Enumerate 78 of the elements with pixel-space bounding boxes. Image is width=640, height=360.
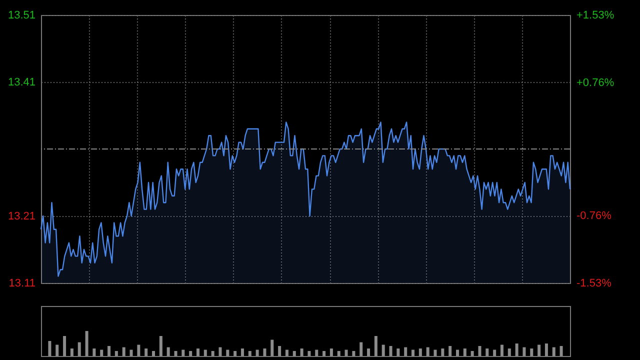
bar (367, 348, 370, 356)
bar (256, 350, 259, 356)
bar (456, 350, 459, 356)
bar (344, 350, 348, 356)
bar (396, 348, 400, 356)
bar (114, 351, 118, 356)
bar (374, 336, 378, 356)
bar (538, 344, 541, 356)
bar (500, 344, 504, 356)
bar (196, 348, 200, 356)
bar (337, 351, 340, 356)
y2-tick-label: +1.53% (576, 10, 614, 22)
bar (322, 351, 326, 356)
bar (63, 336, 66, 356)
bar (218, 347, 222, 356)
bar (122, 347, 126, 356)
bar (152, 351, 156, 356)
bar (182, 350, 185, 356)
bar (434, 350, 437, 356)
bar (560, 346, 563, 356)
bar (470, 351, 474, 356)
bar (330, 348, 333, 356)
y2-tick-label: +0.76% (576, 76, 614, 89)
bar (404, 347, 408, 356)
bar (308, 351, 311, 356)
bar (174, 351, 178, 356)
bar (522, 347, 526, 356)
bar (360, 342, 363, 356)
bar (352, 351, 356, 356)
bar (515, 344, 518, 356)
bar (56, 344, 59, 356)
bar (486, 348, 489, 356)
bar (389, 346, 392, 356)
bar (85, 331, 88, 356)
bar (240, 348, 244, 356)
bar (441, 348, 444, 356)
bar (130, 350, 133, 356)
bar (108, 346, 111, 356)
bar (285, 350, 288, 356)
bar (270, 340, 274, 356)
bar (248, 351, 252, 356)
bar (315, 350, 318, 356)
bar (159, 336, 162, 356)
bar (100, 350, 104, 356)
bar (204, 350, 207, 356)
bar (78, 342, 81, 356)
bar (448, 346, 452, 356)
bar (292, 351, 296, 356)
bar (226, 350, 230, 356)
bar (552, 347, 556, 356)
bar (382, 344, 385, 356)
bar (530, 348, 534, 356)
bar (412, 350, 415, 356)
bar (278, 346, 282, 356)
y-tick-label: 13.21 (8, 210, 36, 222)
y-tick-label: 13.11 (8, 278, 36, 290)
bar (48, 341, 52, 356)
bar (300, 348, 304, 356)
y2-tick-label: -1.53% (576, 278, 612, 290)
bar (263, 348, 266, 356)
y2-tick-label: -0.76% (576, 210, 612, 222)
bar (70, 348, 74, 356)
bar (137, 344, 140, 356)
y-tick-label: 13.51 (8, 10, 36, 22)
bar (166, 347, 170, 356)
bar (544, 344, 548, 356)
bar (426, 347, 430, 356)
bar (478, 346, 482, 356)
bar (463, 348, 466, 356)
bar (211, 351, 214, 356)
bar (418, 348, 422, 356)
bar (234, 351, 237, 356)
bar (189, 351, 192, 356)
bar (144, 348, 148, 356)
y-tick-label: 13.41 (8, 76, 36, 88)
bar (92, 348, 96, 356)
bar (508, 348, 511, 356)
bar (493, 350, 496, 356)
